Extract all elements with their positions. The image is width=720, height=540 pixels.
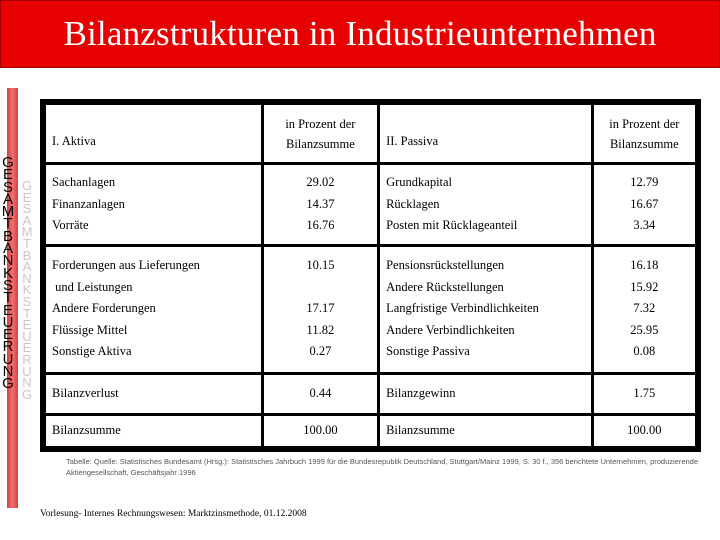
gewinn-value: 1.75 (593, 374, 695, 413)
summe-value-passiva: 100.00 (593, 415, 695, 446)
table-header-row: I. Aktiva in Prozent der Bilanzsumme II.… (46, 105, 695, 163)
summe-value-aktiva: 100.00 (263, 415, 378, 446)
header-pct-aktiva: in Prozent der Bilanzsumme (263, 105, 378, 163)
table-row-sum: Bilanzsumme 100.00 Bilanzsumme 100.00 (46, 415, 695, 446)
balance-table-frame: I. Aktiva in Prozent der Bilanzsumme II.… (40, 99, 701, 452)
aktiva-values-2: 10.15 17.17 11.82 0.27 (263, 246, 378, 372)
slide-title: Bilanzstrukturen in Industrieunternehmen (63, 14, 657, 53)
summe-label-aktiva: Bilanzsumme (46, 415, 261, 446)
table-row-group-1: Sachanlagen Finanzanlagen Vorräte 29.02 … (46, 165, 695, 244)
aktiva-labels-1: Sachanlagen Finanzanlagen Vorräte (46, 165, 261, 244)
side-stripe (7, 88, 18, 508)
passiva-labels-1: Grundkapital Rücklagen Posten mit Rückla… (380, 165, 591, 244)
title-bar: Bilanzstrukturen in Industrieunternehmen (0, 0, 720, 68)
footer-text: Vorlesung- Internes Rechnungswesen: Mark… (40, 509, 307, 519)
table-row-result: Bilanzverlust 0.44 Bilanzgewinn 1.75 (46, 374, 695, 413)
header-aktiva: I. Aktiva (46, 105, 261, 163)
verlust-label: Bilanzverlust (46, 374, 261, 413)
summe-label-passiva: Bilanzsumme (380, 415, 591, 446)
table-row-group-2: Forderungen aus Lieferungen und Leistung… (46, 246, 695, 372)
header-passiva: II. Passiva (380, 105, 591, 163)
passiva-values-2: 16.18 15.92 7.32 25.95 0.08 (593, 246, 695, 372)
aktiva-values-1: 29.02 14.37 16.76 (263, 165, 378, 244)
verlust-value: 0.44 (263, 374, 378, 413)
side-vertical-text: GESAMTBANKSTEUERUNG (1, 154, 15, 393)
header-pct-passiva: in Prozent der Bilanzsumme (593, 105, 695, 163)
passiva-values-1: 12.79 16.67 3.34 (593, 165, 695, 244)
gewinn-label: Bilanzgewinn (380, 374, 591, 413)
source-note: Tabelle: Quelle: Statistisches Bundesamt… (66, 457, 699, 477)
passiva-labels-2: Pensionsrückstellungen Andere Rückstellu… (380, 246, 591, 372)
side-vertical-text-faint: GESAMTBANKSTEUERUNG (21, 178, 33, 402)
balance-table: I. Aktiva in Prozent der Bilanzsumme II.… (43, 102, 698, 449)
aktiva-labels-2: Forderungen aus Lieferungen und Leistung… (46, 246, 261, 372)
